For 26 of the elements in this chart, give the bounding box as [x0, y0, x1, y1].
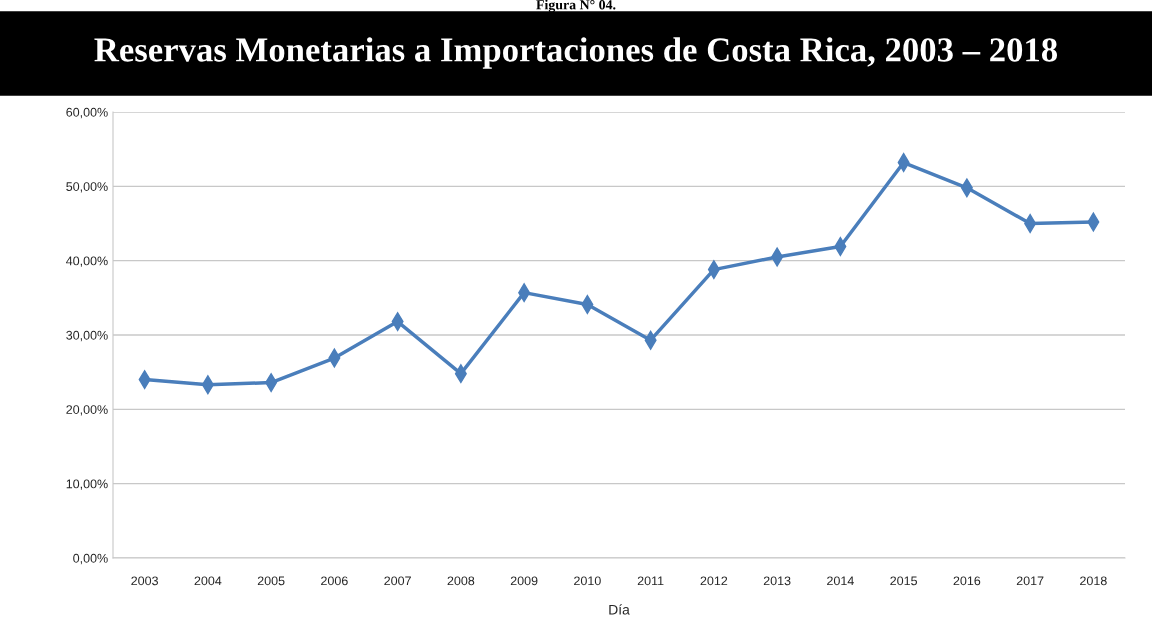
x-axis-title: Día: [609, 604, 630, 615]
chart-title: Reservas Monetarias a Importaciones de Costa Rica, 2003 – 2018: [94, 37, 1058, 69]
x-tick-label: 2005: [257, 576, 285, 586]
y-tick-label: 20,00%: [66, 405, 108, 416]
x-tick-label: 2004: [194, 576, 222, 586]
y-tick-label: 60,00%: [66, 107, 108, 119]
x-tick-label: 2014: [827, 576, 854, 586]
x-tick-label: 2007: [384, 576, 411, 586]
x-tick-label: 2016: [953, 576, 981, 586]
x-tick-label: 2008: [447, 576, 475, 586]
x-tick-label: 2003: [131, 576, 158, 586]
text: Figura N° 04.: [536, 0, 616, 13]
y-tick-label: 50,00%: [66, 182, 108, 193]
x-tick-label: 2009: [510, 576, 538, 586]
x-tick-label: 2010: [574, 576, 601, 586]
x-tick-label: 2017: [1016, 576, 1044, 586]
y-tick-label: 30,00%: [66, 330, 108, 342]
x-tick-label: 2013: [763, 576, 791, 586]
x-tick-label: 2018: [1080, 576, 1107, 586]
y-tick-label: 40,00%: [66, 256, 108, 267]
x-tick-label: 2015: [890, 576, 918, 586]
y-tick-label: 10,00%: [66, 479, 108, 490]
x-tick-label: 2011: [637, 576, 664, 586]
y-tick-label: 0,00%: [73, 553, 108, 565]
x-tick-label: 2006: [321, 576, 348, 586]
x-tick-label: 2012: [700, 576, 728, 586]
